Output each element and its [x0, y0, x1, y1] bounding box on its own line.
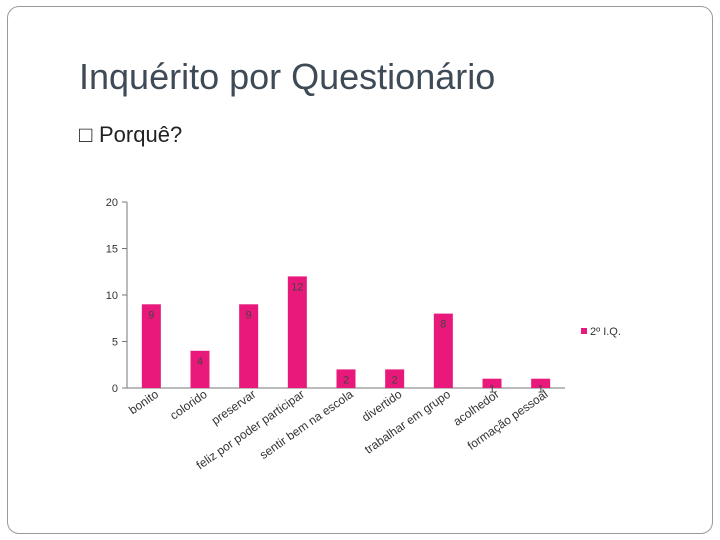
x-tick-label: divertido — [359, 387, 404, 425]
data-label: 9 — [246, 309, 252, 321]
data-label: 2 — [343, 374, 349, 386]
data-label: 4 — [197, 356, 203, 368]
y-tick-label: 15 — [106, 244, 118, 256]
data-label: 8 — [440, 319, 446, 331]
data-label: 12 — [291, 281, 303, 293]
data-label: 1 — [538, 384, 544, 396]
slide-frame — [7, 6, 713, 534]
bar — [190, 350, 210, 388]
bar — [239, 304, 259, 388]
bullet-line: □ Porquê? — [79, 122, 182, 148]
bar — [531, 378, 551, 388]
y-tick-label: 0 — [112, 383, 118, 395]
x-tick-label: colorido — [167, 387, 210, 423]
bullet-text: Porquê? — [99, 122, 183, 147]
data-label: 9 — [148, 309, 154, 321]
slide-title: Inquérito por Questionário — [79, 56, 496, 97]
x-tick-label: trabalhar em grupo — [362, 387, 453, 457]
bar — [336, 369, 356, 388]
y-tick-label: 5 — [112, 337, 118, 349]
bar — [141, 304, 161, 388]
bar — [385, 369, 405, 388]
y-tick-label: 10 — [106, 290, 118, 302]
bar — [287, 276, 307, 388]
x-tick-label: formação pessoal — [465, 387, 551, 453]
data-label: 1 — [489, 384, 495, 396]
data-label: 2 — [392, 374, 398, 386]
legend-label: 2º I.Q. — [590, 326, 621, 338]
bar — [433, 313, 453, 388]
bar — [482, 378, 502, 388]
y-tick-label: 20 — [106, 197, 118, 209]
x-tick-label: bonito — [126, 387, 161, 417]
bullet-icon: □ — [79, 122, 93, 147]
legend-swatch — [581, 328, 587, 334]
